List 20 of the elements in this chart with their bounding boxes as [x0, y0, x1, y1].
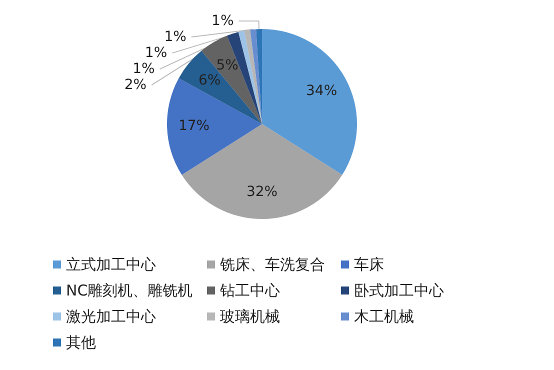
legend-label: 卧式加工中心 [354, 282, 444, 300]
legend-label: 铣床、车洗复合 [219, 256, 325, 274]
legend-label: 玻璃机械 [220, 308, 280, 326]
data-label: 1% [164, 29, 186, 46]
data-label: 1% [132, 61, 155, 78]
data-label: 34% [306, 83, 338, 100]
data-label: 17% [178, 118, 210, 134]
data-label: 1% [212, 13, 234, 30]
legend-label: 车床 [354, 256, 384, 274]
legend-label: 立式加工中心 [66, 256, 156, 274]
legend-label: NC雕刻机、雕铣机 [66, 282, 193, 300]
data-label: 2% [124, 77, 147, 94]
legend-label: 其他 [66, 334, 96, 352]
data-label: 32% [246, 184, 278, 200]
data-label: 1% [144, 45, 168, 62]
legend-label: 钻工中心 [219, 282, 280, 300]
legend-label: 激光加工中心 [66, 308, 156, 326]
data-label: 6% [198, 72, 221, 89]
data-label: 5% [216, 57, 238, 74]
legend-label: 木工机械 [354, 308, 414, 326]
